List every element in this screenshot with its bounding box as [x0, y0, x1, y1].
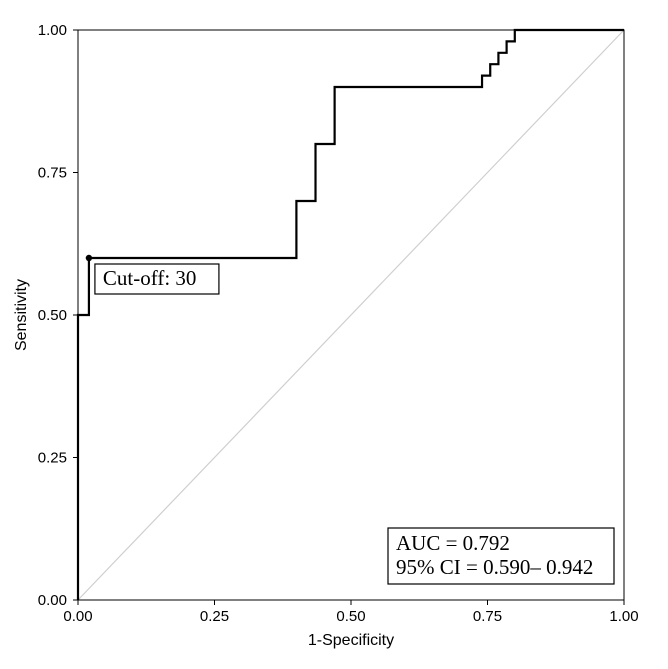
y-tick-label: 0.75 — [38, 165, 67, 182]
y-axis: 0.00 0.25 0.50 0.75 1.00 — [38, 22, 78, 609]
x-tick-label: 0.50 — [336, 608, 365, 625]
y-tick-label: 0.50 — [38, 307, 67, 324]
x-tick-label: 0.75 — [473, 608, 502, 625]
y-tick-label: 0.25 — [38, 450, 67, 467]
y-axis-label: Sensitivity — [13, 279, 30, 351]
stats-ci: 95% CI = 0.590– 0.942 — [396, 555, 593, 579]
x-axis: 0.00 0.25 0.50 0.75 1.00 — [63, 600, 638, 625]
y-tick-label: 0.00 — [38, 592, 67, 609]
roc-chart-svg: Cut-off: 30 AUC = 0.792 95% CI = 0.590– … — [0, 0, 668, 669]
x-tick-label: 0.25 — [200, 608, 229, 625]
stats-auc: AUC = 0.792 — [396, 531, 510, 555]
x-tick-label: 1.00 — [609, 608, 638, 625]
x-axis-label: 1-Specificity — [308, 632, 394, 649]
x-tick-label: 0.00 — [63, 608, 92, 625]
cutoff-label: Cut-off: 30 — [103, 266, 197, 290]
roc-chart: Cut-off: 30 AUC = 0.792 95% CI = 0.590– … — [0, 0, 668, 669]
y-tick-label: 1.00 — [38, 22, 67, 39]
cutoff-point — [86, 255, 92, 261]
